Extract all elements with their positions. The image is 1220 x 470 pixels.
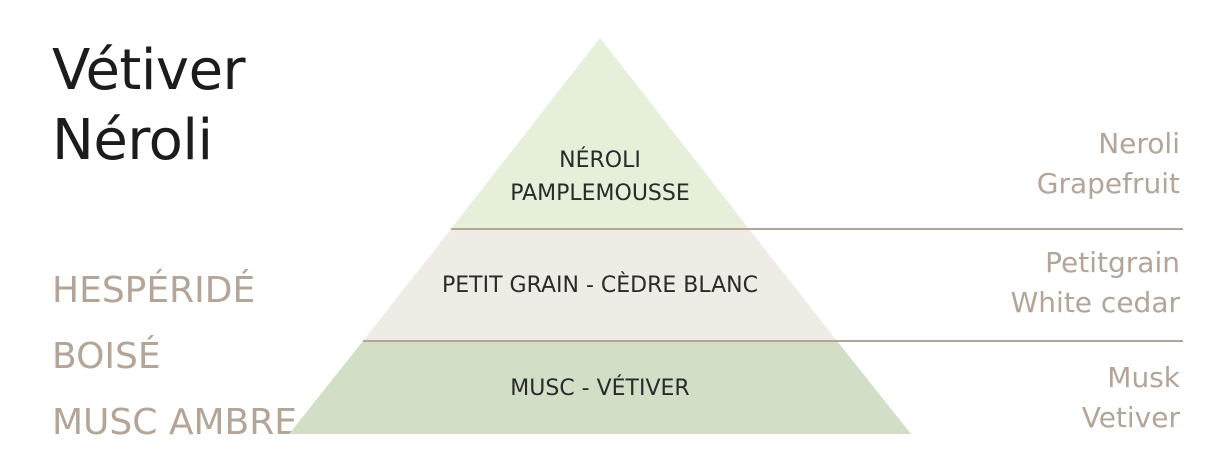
pyramid-middle-tier: [363, 229, 837, 341]
translation-neroli: Neroli: [1098, 127, 1180, 160]
heart-notes-translation: Petitgrain White cedar: [1011, 243, 1180, 323]
pyramid-base-tier: [289, 341, 911, 434]
olfactory-family-list: HESPÉRIDÉ BOISÉ MUSC AMBRE: [52, 258, 297, 456]
translation-musk: Musk: [1107, 361, 1180, 394]
heart-notes-label: PETIT GRAIN - CÈDRE BLANC: [380, 269, 820, 302]
product-title: Vétiver Néroli: [52, 36, 246, 176]
title-line-2: Néroli: [52, 108, 213, 173]
base-notes-text: MUSC - VÉTIVER: [510, 376, 690, 401]
top-notes-translation: Neroli Grapefruit: [1037, 124, 1180, 204]
translation-white-cedar: White cedar: [1010, 286, 1180, 319]
base-notes-translation: Musk Vetiver: [1082, 358, 1180, 438]
heart-notes-text: PETIT GRAIN - CÈDRE BLANC: [442, 273, 758, 298]
translation-vetiver: Vetiver: [1081, 401, 1180, 434]
family-item: MUSC AMBRE: [52, 402, 297, 443]
base-notes-label: MUSC - VÉTIVER: [380, 372, 820, 405]
translation-petitgrain: Petitgrain: [1045, 246, 1180, 279]
translation-grapefruit: Grapefruit: [1036, 167, 1180, 200]
family-item: HESPÉRIDÉ: [52, 270, 256, 311]
title-line-1: Vétiver: [52, 38, 246, 103]
top-note-neroli: NÉROLI: [559, 148, 641, 173]
top-notes-label: NÉROLI PAMPLEMOUSSE: [450, 144, 750, 210]
family-item: BOISÉ: [52, 336, 161, 377]
top-note-grapefruit: PAMPLEMOUSSE: [510, 181, 690, 206]
pyramid-top-tier: [451, 38, 749, 229]
